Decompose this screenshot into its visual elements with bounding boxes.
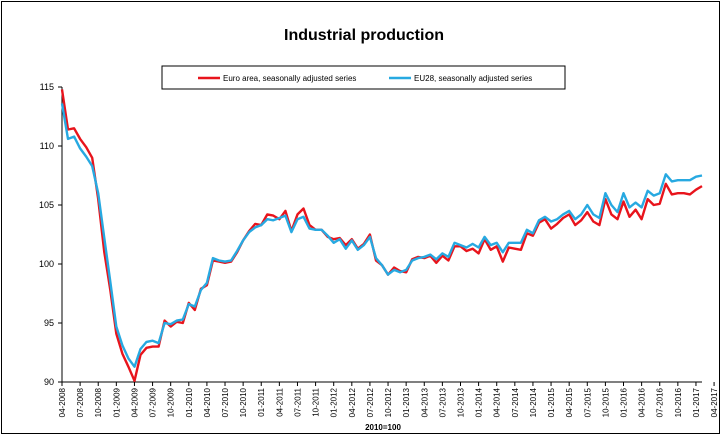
x-tick-label: 04-2011	[275, 387, 284, 416]
x-tick-label: 04-2008	[58, 387, 67, 417]
x-tick-label: 04-2015	[565, 387, 574, 417]
x-tick-label: 07-2008	[76, 387, 85, 417]
series-layer	[60, 89, 703, 382]
x-tick-label: 10-2014	[529, 387, 538, 417]
axes	[61, 87, 702, 383]
x-tick-label: 01-2010	[185, 387, 194, 417]
x-tick-label: 07-2013	[438, 387, 447, 417]
x-tick-label: 01-2012	[330, 387, 339, 417]
line-chart: Industrial production Euro area, seasona…	[39, 27, 719, 432]
x-tick-label: 01-2015	[547, 387, 556, 417]
x-tick-label: 10-2013	[456, 387, 465, 417]
legend: Euro area, seasonally adjusted series EU…	[161, 65, 566, 90]
x-tick-label: 01-2011	[257, 387, 266, 416]
legend-box	[161, 65, 566, 90]
y-tick-label: 95	[44, 318, 54, 328]
legend-label-euro-area: Euro area, seasonally adjusted series	[223, 74, 356, 83]
x-tick-label: 04-2016	[638, 387, 647, 417]
series-line-eu28	[60, 103, 703, 368]
y-axis-ticks: 90 95 100 105 110 115	[39, 82, 62, 387]
chart-title: Industrial production	[284, 27, 444, 44]
x-tick-label: 10-2012	[384, 387, 393, 417]
x-tick-label: 07-2009	[149, 387, 158, 417]
x-axis-label: 2010=100	[365, 423, 401, 432]
x-tick-label: 07-2012	[366, 387, 375, 417]
chart-frame: Industrial production Euro area, seasona…	[1, 1, 720, 434]
x-tick-label: 01-2017	[692, 387, 701, 417]
x-tick-label: 10-2015	[601, 387, 610, 417]
legend-label-eu28: EU28, seasonally adjusted series	[414, 74, 532, 83]
x-tick-label: 07-2011	[293, 387, 302, 416]
x-tick-label: 07-2010	[221, 387, 230, 417]
x-tick-label: 10-2010	[239, 387, 248, 417]
x-tick-label: 04-2017	[710, 387, 719, 417]
x-tick-label: 04-2010	[203, 387, 212, 417]
x-tick-label: 01-2009	[112, 387, 121, 417]
x-tick-label: 07-2016	[656, 387, 665, 417]
x-axis-ticks: 04-2008 07-2008 10-2008 01-2009 04-2009 07-20…	[58, 382, 719, 417]
x-tick-label: 01-2014	[475, 387, 484, 417]
series-line-euro-area	[60, 89, 703, 382]
y-tick-label: 115	[40, 82, 54, 92]
x-tick-label: 07-2014	[511, 387, 520, 417]
y-tick-label: 110	[40, 141, 54, 151]
x-tick-label: 01-2013	[402, 387, 411, 417]
x-tick-label: 10-2016	[674, 387, 683, 417]
x-tick-label: 10-2008	[94, 387, 103, 417]
x-tick-label: 01-2016	[620, 387, 629, 417]
y-tick-label: 100	[39, 259, 54, 269]
x-tick-label: 04-2013	[420, 387, 429, 417]
x-tick-label: 07-2015	[583, 387, 592, 417]
x-tick-label: 10-2011	[312, 387, 321, 416]
x-tick-label: 04-2012	[348, 387, 357, 417]
x-tick-label: 04-2009	[130, 387, 139, 417]
x-tick-label: 04-2014	[493, 387, 502, 417]
y-tick-label: 105	[39, 200, 54, 210]
y-tick-label: 90	[44, 377, 54, 387]
x-tick-label: 10-2009	[167, 387, 176, 417]
